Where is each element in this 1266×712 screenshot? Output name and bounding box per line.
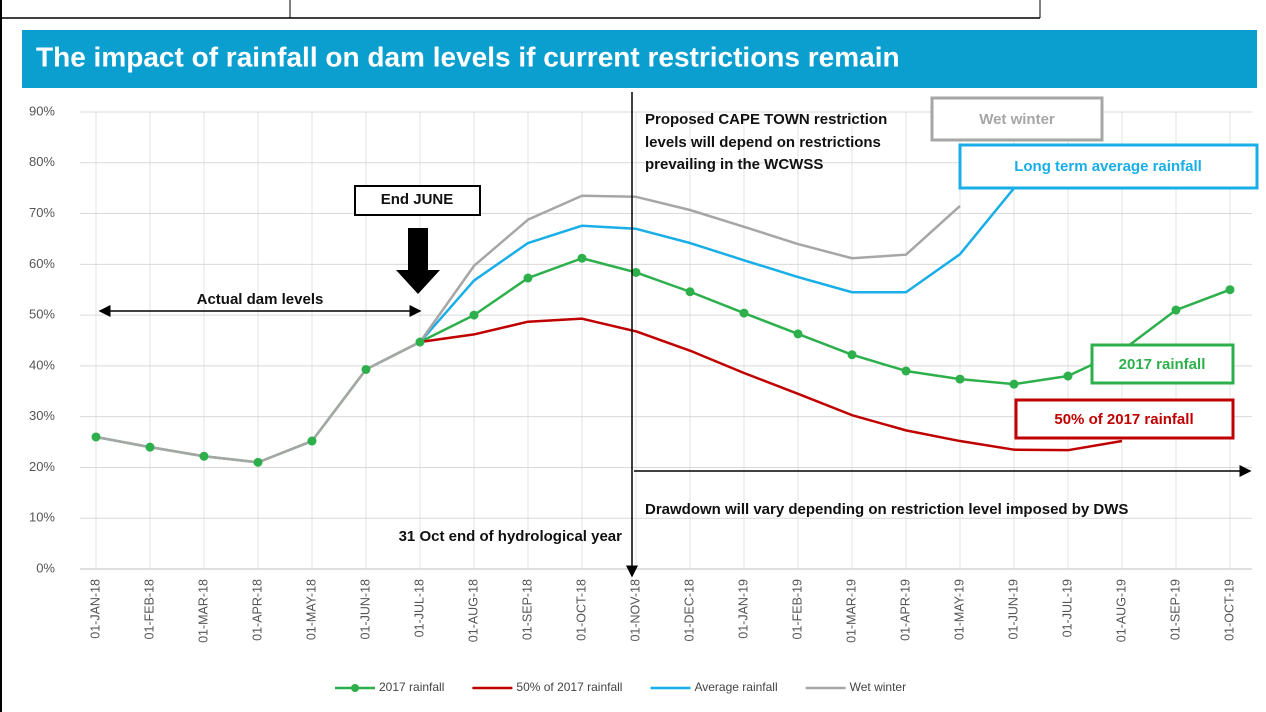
data-point xyxy=(307,436,317,446)
data-point xyxy=(793,329,803,339)
x-tick-label: 01-JUN-19 xyxy=(1006,579,1020,639)
series-label: Wet winter xyxy=(979,111,1055,128)
data-point xyxy=(1063,371,1073,381)
data-point xyxy=(847,350,857,360)
x-tick-label: 01-MAY-18 xyxy=(304,579,318,640)
y-tick-label: 70% xyxy=(29,205,55,220)
series-label-box xyxy=(1014,398,1235,440)
x-tick-label: 01-MAR-18 xyxy=(196,579,210,643)
annotation: levels will depend on restrictions xyxy=(645,134,881,151)
annotation: Actual dam levels xyxy=(197,291,324,308)
x-tick-label: 01-JUL-19 xyxy=(1060,579,1074,637)
x-tick-label: 01-SEP-18 xyxy=(520,579,534,640)
data-point xyxy=(1225,285,1235,295)
x-tick-label: 01-MAY-19 xyxy=(952,579,966,640)
data-point xyxy=(1171,305,1181,315)
series-line xyxy=(419,187,1015,343)
series-label: 50% of 2017 rainfall xyxy=(1054,411,1193,428)
series-label-box xyxy=(1090,343,1235,385)
legend-marker xyxy=(351,684,359,692)
series-line xyxy=(419,317,1123,452)
y-tick-label: 20% xyxy=(29,459,55,474)
y-tick-label: 30% xyxy=(29,408,55,423)
x-tick-label: 01-MAR-19 xyxy=(844,579,858,643)
data-point xyxy=(1009,379,1019,389)
series-label-box xyxy=(958,143,1259,190)
data-point xyxy=(577,253,587,263)
y-tick-label: 0% xyxy=(36,560,55,575)
y-tick-label: 80% xyxy=(29,154,55,169)
series-label: Long term average rainfall xyxy=(1014,158,1202,175)
data-point xyxy=(631,267,641,277)
series-label-box xyxy=(930,96,1104,142)
annotation-arrow xyxy=(396,228,440,294)
title-banner xyxy=(22,30,1257,88)
annotation: 31 Oct end of hydrological year xyxy=(399,528,623,545)
x-tick-label: 01-OCT-19 xyxy=(1222,579,1236,641)
x-tick-label: 01-FEB-18 xyxy=(142,579,156,639)
x-tick-label: 01-SEP-19 xyxy=(1168,579,1182,640)
x-tick-label: 01-JAN-19 xyxy=(736,579,750,639)
x-tick-label: 01-DEC-18 xyxy=(682,579,696,642)
x-tick-label: 01-APR-19 xyxy=(898,579,912,641)
legend-label: Wet winter xyxy=(850,680,906,694)
data-point xyxy=(253,457,263,467)
y-tick-label: 90% xyxy=(29,103,55,118)
data-point xyxy=(955,374,965,384)
x-tick-label: 01-JUN-18 xyxy=(358,579,372,639)
y-tick-label: 50% xyxy=(29,307,55,322)
y-tick-label: 10% xyxy=(29,510,55,525)
x-tick-label: 01-OCT-18 xyxy=(574,579,588,641)
data-point xyxy=(469,310,479,320)
y-tick-label: 60% xyxy=(29,256,55,271)
data-point xyxy=(739,308,749,318)
series-line xyxy=(95,194,961,464)
data-point xyxy=(685,287,695,297)
x-tick-label: 01-APR-18 xyxy=(250,579,264,641)
annotation: prevailing in the WCWSS xyxy=(645,156,823,173)
annotation: End JUNE xyxy=(381,191,454,208)
series-label: 2017 rainfall xyxy=(1119,356,1206,373)
chart-title: The impact of rainfall on dam levels if … xyxy=(36,41,900,72)
data-point xyxy=(361,364,371,374)
x-tick-label: 01-JUL-18 xyxy=(412,579,426,637)
data-point xyxy=(91,432,101,442)
data-point xyxy=(415,337,425,347)
legend-label: 2017 rainfall xyxy=(379,680,444,694)
data-point xyxy=(145,442,155,452)
data-point xyxy=(901,366,911,376)
data-point xyxy=(523,273,533,283)
legend-label: Average rainfall xyxy=(694,680,777,694)
annotation-box xyxy=(354,185,481,216)
data-point xyxy=(199,451,209,461)
annotation: Drawdown will vary depending on restrict… xyxy=(645,501,1128,518)
y-tick-label: 40% xyxy=(29,357,55,372)
x-tick-label: 01-JAN-18 xyxy=(88,579,102,639)
x-tick-label: 01-NOV-18 xyxy=(628,579,642,642)
x-tick-label: 01-FEB-19 xyxy=(790,579,804,639)
legend-label: 50% of 2017 rainfall xyxy=(516,680,622,694)
annotation: Proposed CAPE TOWN restriction xyxy=(645,111,887,128)
x-tick-label: 01-AUG-19 xyxy=(1114,579,1128,642)
x-tick-label: 01-AUG-18 xyxy=(466,579,480,642)
